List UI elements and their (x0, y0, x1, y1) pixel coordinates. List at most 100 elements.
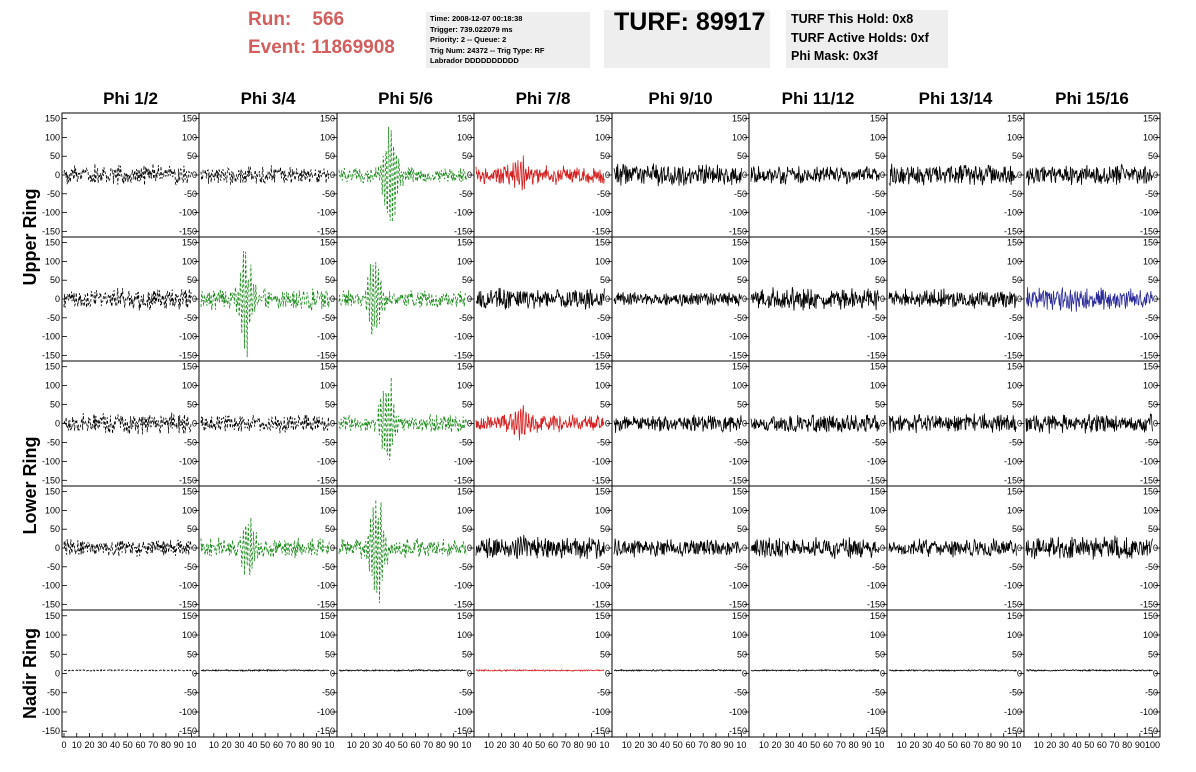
waveform-trace (613, 668, 742, 672)
x-tick-label: 20 (84, 740, 94, 750)
x-tick-label: 50 (673, 740, 683, 750)
y-tick-label-right: -50 (459, 437, 472, 447)
column-title-5: Phi 9/10 (648, 89, 712, 108)
x-tick-label: 40 (110, 740, 120, 750)
panel-frame (198, 609, 338, 738)
info-line-labrador: Labrador DDDDDDDDDD (430, 56, 519, 66)
ring-title-3: Nadir Ring (20, 628, 40, 719)
column-title-2: Phi 3/4 (241, 89, 296, 108)
y-tick-label-right: 150 (595, 611, 610, 621)
waveform-trace (338, 377, 467, 461)
y-tick-label-left: 0 (55, 543, 60, 553)
x-tick-label: 60 (273, 740, 283, 750)
x-tick-label: 30 (784, 740, 794, 750)
y-tick-label-right: 0 (1153, 294, 1158, 304)
y-tick-label-right: 0 (330, 294, 335, 304)
y-tick-label-right: 50 (737, 151, 747, 161)
waveform-trace (63, 163, 192, 186)
y-tick-label-left: -100 (42, 332, 60, 342)
x-tick-label: 70 (1110, 740, 1120, 750)
y-tick-label-right: 100 (457, 381, 472, 391)
y-tick-label-right: 50 (875, 151, 885, 161)
y-tick-label-right: -100 (317, 456, 335, 466)
y-tick-label-left: 50 (50, 524, 60, 534)
waveform-trace (200, 668, 330, 673)
y-tick-label-right: 100 (320, 381, 335, 391)
y-tick-label-right: 50 (600, 649, 610, 659)
y-tick-label-right: 150 (457, 114, 472, 124)
x-tick-label: 100 (1145, 740, 1160, 750)
y-tick-label-right: 0 (1017, 294, 1022, 304)
y-tick-label-right: -100 (1140, 707, 1158, 717)
waveform-trace (63, 538, 192, 557)
y-tick-label-right: 0 (330, 669, 335, 679)
x-tick-label: 50 (398, 740, 408, 750)
turf-active-holds: TURF Active Holds: 0xf (791, 30, 929, 45)
info-line-priority: Priority: 2 -- Queue: 2 (430, 35, 507, 45)
run-row: Run: 566 (248, 6, 420, 34)
x-tick-label: 30 (234, 740, 244, 750)
y-tick-label-right: -50 (322, 313, 335, 323)
y-tick-label-right: 50 (875, 275, 885, 285)
waveform-trace (63, 412, 192, 435)
y-tick-label-right: 150 (1143, 611, 1158, 621)
waveform-trace (1025, 413, 1153, 434)
x-tick-label: 20 (1046, 740, 1056, 750)
info-line-trignum: Trig Num: 24372 -- Trig Type: RF (430, 45, 545, 55)
x-tick-label: 10 (72, 740, 82, 750)
y-tick-label-right: -100 (317, 332, 335, 342)
y-tick-label-right: -100 (454, 208, 472, 218)
x-tick-label: 20 (222, 740, 232, 750)
waveform-trace (613, 292, 742, 307)
y-tick-label-right: 50 (1012, 275, 1022, 285)
y-tick-label-right: 100 (457, 630, 472, 640)
y-tick-label-right: 150 (1143, 114, 1158, 124)
column-title-1: Phi 1/2 (103, 89, 158, 108)
x-tick-label: 10 (484, 740, 494, 750)
y-tick-label-right: 100 (1007, 630, 1022, 640)
y-tick-label-right: -50 (184, 189, 197, 199)
y-tick-label-right: -100 (867, 581, 885, 591)
y-tick-label-right: -100 (592, 581, 610, 591)
x-tick-label: 30 (1059, 740, 1069, 750)
y-tick-label-right: -100 (867, 208, 885, 218)
y-tick-label-right: -100 (179, 707, 197, 717)
y-tick-label-left: 50 (50, 151, 60, 161)
x-tick-label: 60 (548, 740, 558, 750)
y-tick-label-right: -50 (872, 437, 885, 447)
y-tick-label-right: -150 (454, 226, 472, 236)
y-tick-label-right: 50 (325, 151, 335, 161)
event-row: Event: 11869908 (248, 34, 420, 62)
ring-title-2: Lower Ring (20, 437, 40, 535)
y-tick-label-right: 50 (737, 524, 747, 534)
y-tick-label-right: 50 (600, 400, 610, 410)
y-tick-label-right: -100 (179, 208, 197, 218)
y-tick-label-right: 150 (320, 114, 335, 124)
y-tick-label-right: -50 (872, 562, 885, 572)
y-tick-label-right: -100 (317, 208, 335, 218)
turf-this-hold: TURF This Hold: 0x8 (791, 12, 914, 26)
y-tick-label-left: -150 (42, 726, 60, 736)
waveform-trace (200, 414, 330, 434)
x-tick-label: 90 (311, 740, 321, 750)
x-tick-label: 10 (874, 740, 884, 750)
y-tick-label-right: 0 (330, 543, 335, 553)
y-tick-label-right: -50 (597, 313, 610, 323)
y-tick-label-right: -150 (592, 475, 610, 485)
panel-frame (1023, 609, 1161, 738)
y-tick-label-right: 100 (595, 505, 610, 515)
y-tick-label-right: 100 (1007, 381, 1022, 391)
x-tick-label: 20 (909, 740, 919, 750)
y-tick-label-right: 50 (187, 524, 197, 534)
waveform-trace (1025, 287, 1153, 312)
y-tick-label-right: 50 (462, 524, 472, 534)
y-tick-label-right: -150 (1140, 475, 1158, 485)
y-tick-label-right: -100 (179, 581, 197, 591)
y-tick-label-right: 0 (1153, 419, 1158, 429)
y-tick-label-right: 150 (870, 114, 885, 124)
y-tick-label-right: 150 (870, 487, 885, 497)
y-tick-label-right: 100 (320, 505, 335, 515)
y-tick-label-right: 100 (732, 256, 747, 266)
y-tick-label-right: 0 (192, 170, 197, 180)
